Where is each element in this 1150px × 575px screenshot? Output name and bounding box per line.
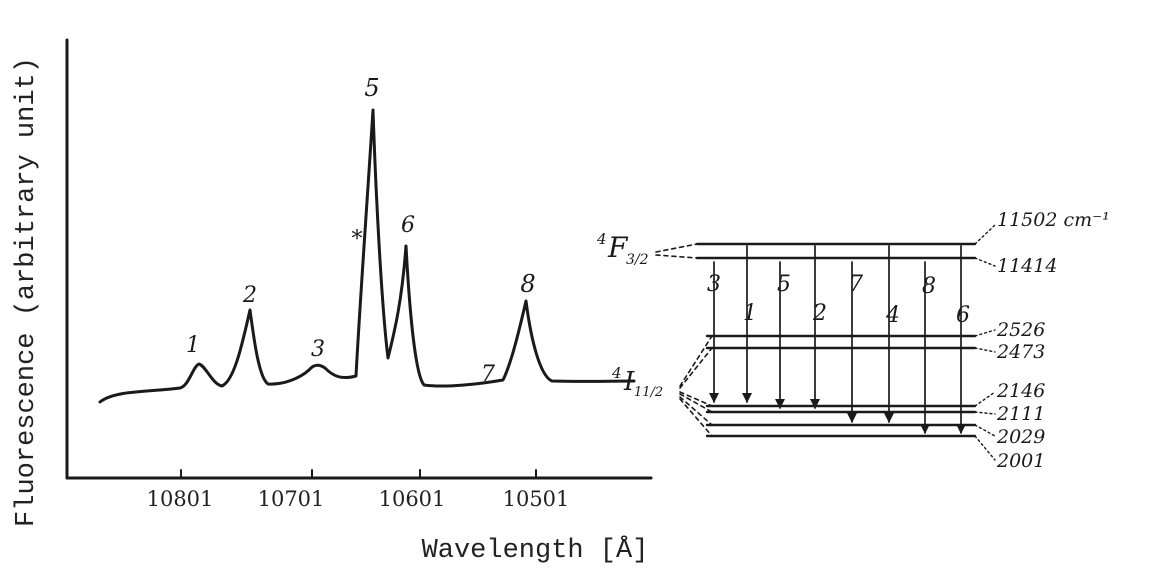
upper-term-symbol: 4 F 3/2 <box>596 230 649 268</box>
level-label-leaders <box>974 224 996 461</box>
svg-text:4: 4 <box>611 364 622 382</box>
x-tick-label-2: 10701 <box>258 487 325 511</box>
x-tick-label-1: 10801 <box>147 487 214 511</box>
spectrum-panel: Fluorescence (arbitrary unit) 10801 1070… <box>12 38 653 566</box>
transition-label-6: 6 <box>956 303 970 328</box>
peak-label-4: * <box>352 227 363 252</box>
spectrum-curve <box>98 108 636 404</box>
x-axis-label: Wavelength [Å] <box>422 535 649 566</box>
transition-label-4: 4 <box>885 303 900 328</box>
transition-label-8: 8 <box>922 274 936 299</box>
upper-level-label-1: 11502 cm⁻¹ <box>997 209 1110 231</box>
lower-level-label-6: 2001 <box>996 450 1045 472</box>
transition-label-5: 5 <box>777 272 791 297</box>
peak-label-1: 1 <box>186 333 200 358</box>
peak-label-8: 8 <box>520 270 535 298</box>
svg-text:I: I <box>623 367 635 397</box>
lower-level-label-4: 2111 <box>996 403 1045 425</box>
peak-label-3: 3 <box>311 337 325 362</box>
peak-label-6: 6 <box>401 213 415 238</box>
lower-term-connectors <box>679 335 713 437</box>
svg-text:F: F <box>607 231 629 264</box>
x-tick-label-4: 10501 <box>503 487 570 511</box>
lower-level-label-2: 2473 <box>996 341 1045 363</box>
lower-term-symbol: 4 I 11/2 <box>611 364 663 400</box>
lower-level-label-3: 2146 <box>996 380 1045 402</box>
peak-label-2: 2 <box>242 283 257 308</box>
energy-level-panel: 4 F 3/2 4 I 11/2 <box>596 209 1110 472</box>
transition-label-1: 1 <box>743 301 757 326</box>
lower-level-label-5: 2029 <box>996 426 1045 448</box>
transition-label-3: 3 <box>707 272 721 297</box>
transition-label-2: 2 <box>812 301 827 326</box>
upper-term-connectors <box>655 243 698 259</box>
lower-level-label-1: 2526 <box>996 319 1045 341</box>
upper-level-label-2: 11414 <box>997 255 1057 277</box>
peak-label-7: 7 <box>481 362 495 387</box>
x-tick-label-3: 10601 <box>379 487 446 511</box>
transition-label-7: 7 <box>849 272 863 297</box>
svg-text:4: 4 <box>596 230 607 248</box>
peak-label-5: 5 <box>364 74 379 102</box>
svg-text:11/2: 11/2 <box>634 385 663 400</box>
svg-text:3/2: 3/2 <box>626 252 649 268</box>
y-axis-label: Fluorescence (arbitrary unit) <box>12 57 42 527</box>
